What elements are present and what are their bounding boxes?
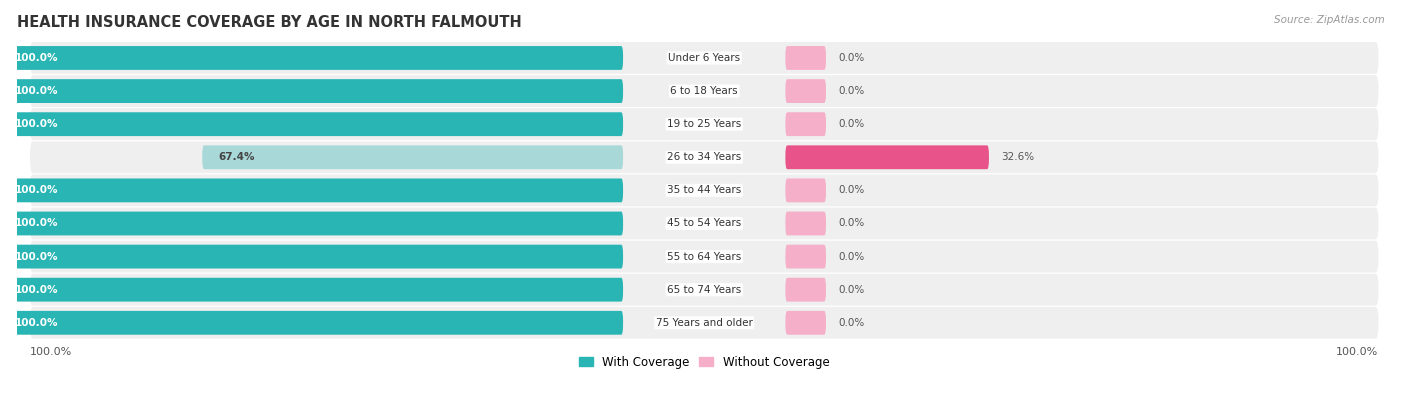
Text: 32.6%: 32.6% bbox=[1001, 152, 1035, 162]
Text: 0.0%: 0.0% bbox=[838, 218, 865, 229]
FancyBboxPatch shape bbox=[786, 278, 825, 302]
Text: 19 to 25 Years: 19 to 25 Years bbox=[666, 119, 741, 129]
Legend: With Coverage, Without Coverage: With Coverage, Without Coverage bbox=[574, 351, 834, 374]
Text: 0.0%: 0.0% bbox=[838, 186, 865, 195]
FancyBboxPatch shape bbox=[30, 142, 1378, 173]
FancyBboxPatch shape bbox=[0, 311, 623, 335]
Text: 100.0%: 100.0% bbox=[30, 347, 72, 356]
FancyBboxPatch shape bbox=[0, 212, 623, 235]
Text: 100.0%: 100.0% bbox=[14, 186, 58, 195]
Text: 0.0%: 0.0% bbox=[838, 53, 865, 63]
FancyBboxPatch shape bbox=[786, 212, 825, 235]
Text: Source: ZipAtlas.com: Source: ZipAtlas.com bbox=[1274, 15, 1385, 24]
FancyBboxPatch shape bbox=[30, 307, 1378, 339]
FancyBboxPatch shape bbox=[30, 241, 1378, 273]
Text: Under 6 Years: Under 6 Years bbox=[668, 53, 741, 63]
FancyBboxPatch shape bbox=[30, 108, 1378, 140]
Text: 0.0%: 0.0% bbox=[838, 285, 865, 295]
Text: 100.0%: 100.0% bbox=[14, 218, 58, 229]
FancyBboxPatch shape bbox=[0, 46, 623, 70]
FancyBboxPatch shape bbox=[0, 278, 623, 302]
Text: 75 Years and older: 75 Years and older bbox=[655, 318, 752, 328]
Text: 0.0%: 0.0% bbox=[838, 86, 865, 96]
Text: 0.0%: 0.0% bbox=[838, 119, 865, 129]
Text: 26 to 34 Years: 26 to 34 Years bbox=[666, 152, 741, 162]
Text: 100.0%: 100.0% bbox=[14, 53, 58, 63]
FancyBboxPatch shape bbox=[786, 178, 825, 202]
Text: 100.0%: 100.0% bbox=[14, 251, 58, 261]
Text: 6 to 18 Years: 6 to 18 Years bbox=[671, 86, 738, 96]
FancyBboxPatch shape bbox=[786, 79, 825, 103]
FancyBboxPatch shape bbox=[0, 79, 623, 103]
FancyBboxPatch shape bbox=[0, 178, 623, 202]
FancyBboxPatch shape bbox=[786, 112, 825, 136]
Text: 0.0%: 0.0% bbox=[838, 318, 865, 328]
FancyBboxPatch shape bbox=[786, 145, 988, 169]
FancyBboxPatch shape bbox=[30, 174, 1378, 206]
FancyBboxPatch shape bbox=[786, 311, 825, 335]
FancyBboxPatch shape bbox=[30, 42, 1378, 74]
Text: 65 to 74 Years: 65 to 74 Years bbox=[666, 285, 741, 295]
Text: HEALTH INSURANCE COVERAGE BY AGE IN NORTH FALMOUTH: HEALTH INSURANCE COVERAGE BY AGE IN NORT… bbox=[17, 15, 522, 30]
FancyBboxPatch shape bbox=[786, 46, 825, 70]
Text: 100.0%: 100.0% bbox=[1336, 347, 1378, 356]
FancyBboxPatch shape bbox=[30, 208, 1378, 239]
FancyBboxPatch shape bbox=[30, 274, 1378, 305]
FancyBboxPatch shape bbox=[30, 75, 1378, 107]
FancyBboxPatch shape bbox=[786, 245, 825, 269]
Text: 100.0%: 100.0% bbox=[14, 285, 58, 295]
Text: 100.0%: 100.0% bbox=[14, 86, 58, 96]
Text: 0.0%: 0.0% bbox=[838, 251, 865, 261]
Text: 45 to 54 Years: 45 to 54 Years bbox=[666, 218, 741, 229]
FancyBboxPatch shape bbox=[202, 145, 623, 169]
Text: 35 to 44 Years: 35 to 44 Years bbox=[666, 186, 741, 195]
Text: 55 to 64 Years: 55 to 64 Years bbox=[666, 251, 741, 261]
FancyBboxPatch shape bbox=[0, 112, 623, 136]
FancyBboxPatch shape bbox=[0, 245, 623, 269]
Text: 100.0%: 100.0% bbox=[14, 119, 58, 129]
Text: 67.4%: 67.4% bbox=[218, 152, 254, 162]
Text: 100.0%: 100.0% bbox=[14, 318, 58, 328]
